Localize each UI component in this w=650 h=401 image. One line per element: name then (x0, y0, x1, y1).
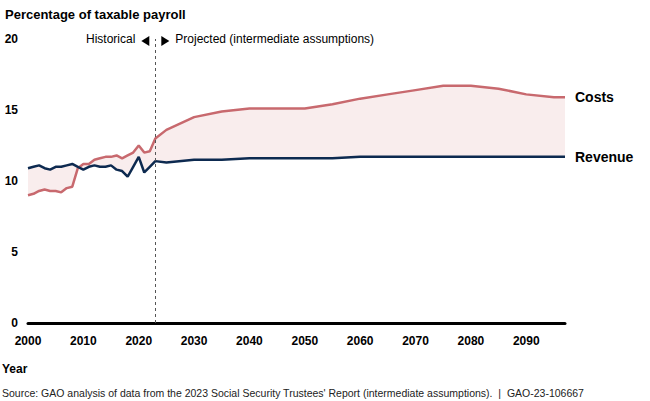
svg-text:Percentage of taxable payroll: Percentage of taxable payroll (5, 7, 186, 22)
svg-text:Source: GAO analysis of data f: Source: GAO analysis of data from the 20… (2, 387, 584, 399)
svg-text:2090: 2090 (513, 334, 540, 348)
svg-text:2050: 2050 (291, 334, 318, 348)
svg-text:5: 5 (11, 245, 18, 259)
svg-text:2000: 2000 (15, 334, 42, 348)
svg-text:2040: 2040 (236, 334, 263, 348)
svg-text:Revenue: Revenue (575, 149, 634, 165)
svg-text:2060: 2060 (347, 334, 374, 348)
svg-text:20: 20 (5, 32, 19, 46)
svg-text:0: 0 (11, 316, 18, 330)
svg-text:10: 10 (5, 174, 19, 188)
svg-text:2020: 2020 (125, 334, 152, 348)
svg-text:15: 15 (5, 103, 19, 117)
svg-text:Projected (intermediate assump: Projected (intermediate assumptions) (175, 32, 374, 46)
svg-text:Historical: Historical (86, 32, 135, 46)
svg-text:Costs: Costs (575, 89, 614, 105)
svg-text:2080: 2080 (458, 334, 485, 348)
svg-text:2070: 2070 (402, 334, 429, 348)
svg-text:2030: 2030 (181, 334, 208, 348)
svg-text:2010: 2010 (70, 334, 97, 348)
svg-text:Year: Year (2, 362, 28, 376)
